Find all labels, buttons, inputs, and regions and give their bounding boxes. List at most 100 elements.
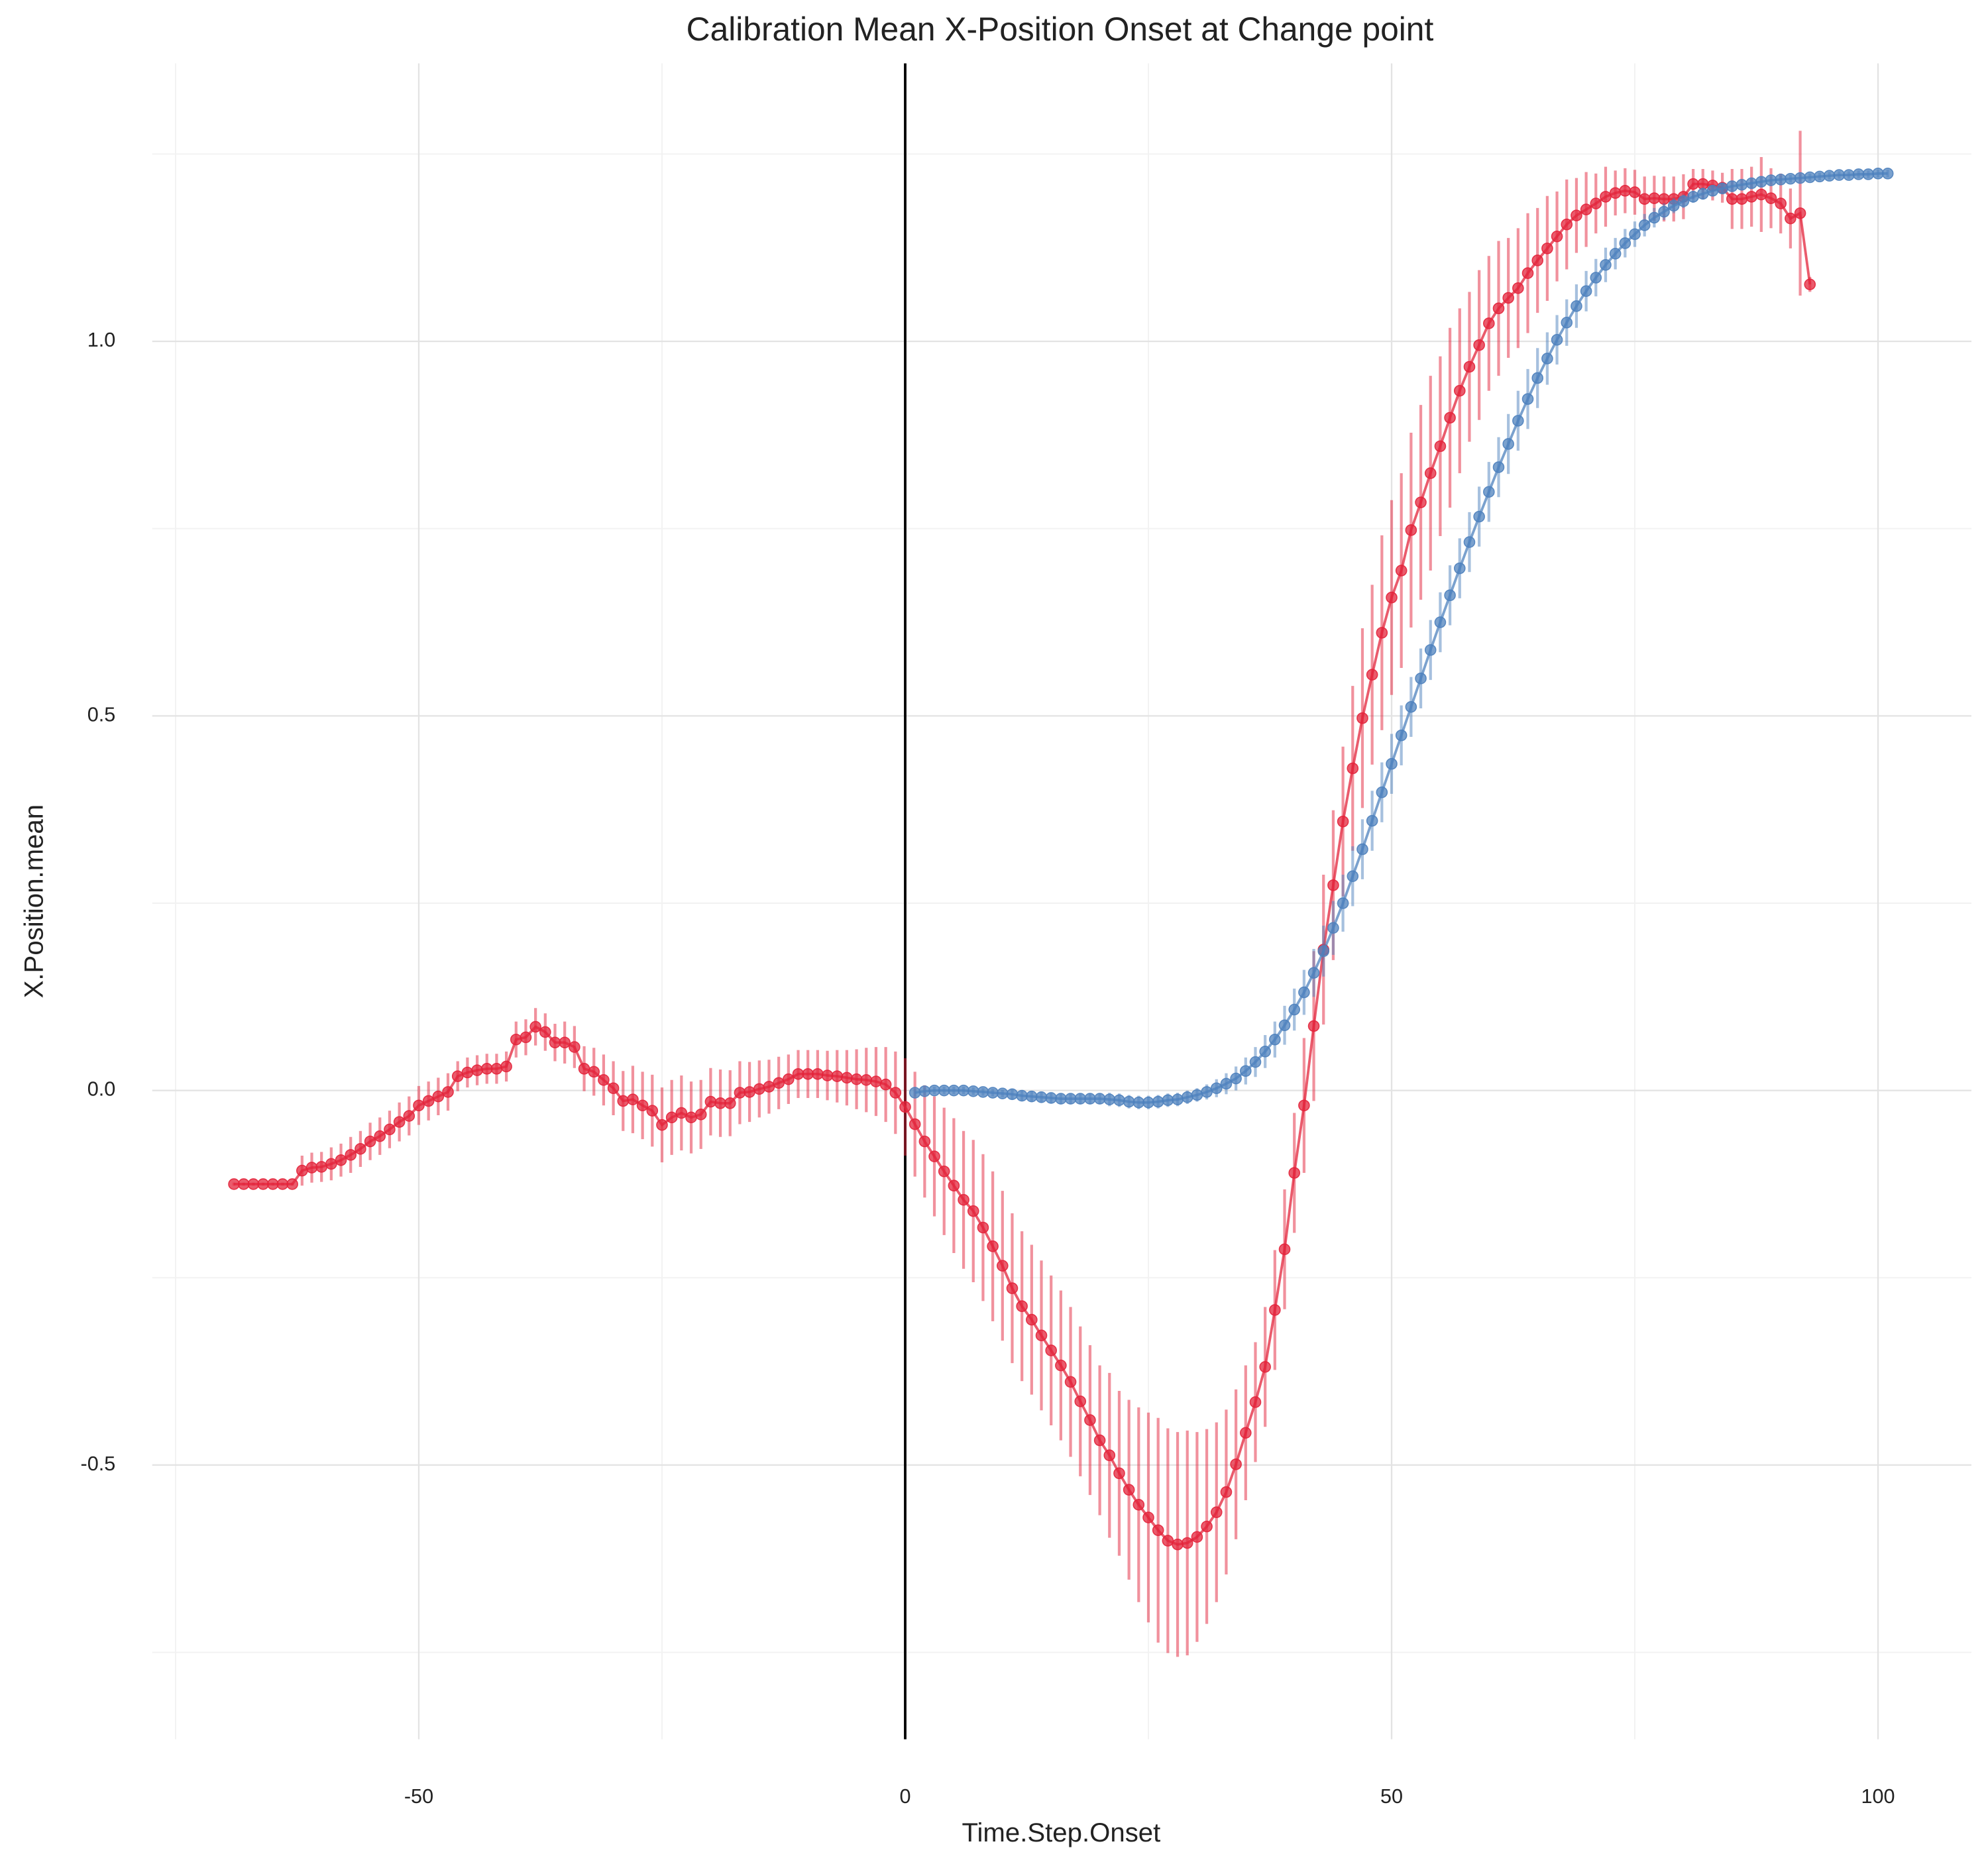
data-point [1230,1458,1242,1470]
data-point [1026,1090,1038,1103]
data-point [1181,1091,1193,1103]
data-point [1483,317,1495,329]
data-point [1745,191,1757,203]
data-point [1804,278,1816,290]
data-point [1288,1003,1301,1016]
data-point [1016,1089,1028,1102]
data-point [1531,372,1544,384]
data-point [899,1101,911,1113]
data-point [850,1073,863,1085]
data-point [860,1074,873,1086]
data-point [1531,254,1544,266]
data-point [384,1123,396,1136]
data-point [1551,231,1563,243]
data-point [1259,1361,1271,1373]
data-point [1386,757,1398,770]
data-point [1785,172,1796,185]
data-point [1064,1376,1077,1388]
data-point [1804,171,1816,184]
data-point [1415,673,1427,685]
data-point [783,1073,795,1085]
data-point [286,1178,298,1190]
data-point [1638,219,1651,231]
data-point [1755,176,1767,188]
data-point [1881,168,1894,180]
data-point [1142,1511,1154,1523]
data-point [1191,1089,1203,1101]
data-point [1473,339,1485,351]
data-point [1424,644,1437,656]
data-point [636,1099,649,1112]
data-point [1765,174,1777,186]
data-point [1386,591,1398,604]
data-point [1074,1093,1087,1105]
data-point [1502,438,1514,450]
data-point [1571,209,1582,221]
data-point [1444,589,1456,602]
data-point [1395,565,1408,576]
data-point [1658,193,1670,205]
data-point [355,1143,366,1155]
data-point [802,1068,814,1080]
data-point [1667,199,1680,212]
data-point [403,1110,415,1122]
data-point [1084,1093,1096,1105]
data-point [1249,1396,1262,1408]
data-point [665,1111,678,1124]
data-point [889,1087,902,1099]
data-point [958,1193,969,1206]
data-point [1016,1300,1028,1313]
data-point [1794,172,1806,184]
data-point [1191,1531,1203,1543]
y-tick-label: 0.0 [87,1078,116,1101]
data-point [734,1087,746,1099]
data-point [471,1064,483,1076]
data-point [1502,292,1514,304]
y-tick-label: 0.5 [87,703,116,726]
data-point [1405,700,1417,713]
data-point [1648,211,1661,224]
data-point [1337,815,1349,828]
data-point [948,1084,960,1097]
data-point [948,1180,960,1192]
data-point [1055,1093,1067,1105]
data-point [1162,1094,1174,1107]
data-point [1064,1093,1077,1105]
data-point [1327,879,1339,891]
data-point [607,1082,620,1095]
data-point [228,1178,240,1190]
data-point [1706,185,1719,197]
data-point [1590,197,1602,209]
data-point [1677,195,1690,207]
data-point [374,1130,386,1142]
data-point [1736,193,1748,205]
data-point [1366,669,1378,681]
data-point [432,1090,445,1103]
data-point [928,1150,940,1162]
data-point [831,1070,844,1082]
data-point [909,1118,921,1130]
data-point [1658,205,1670,218]
data-point [1152,1095,1164,1108]
data-point [1376,627,1388,639]
data-point [1132,1499,1145,1511]
data-point [1463,536,1476,548]
data-point [305,1162,318,1174]
data-point [1696,188,1709,200]
data-point [646,1105,659,1117]
data-point [1269,1304,1281,1316]
data-point [413,1099,425,1112]
data-point [938,1084,950,1097]
data-point [753,1083,765,1095]
data-point [1035,1329,1048,1342]
data-point [1638,193,1651,205]
data-point [724,1097,736,1109]
data-point [1395,729,1408,741]
data-point [879,1078,892,1091]
data-point [1424,467,1437,479]
data-point [996,1260,1009,1272]
data-point [500,1060,512,1073]
data-point [325,1158,337,1170]
data-point [1415,496,1427,508]
